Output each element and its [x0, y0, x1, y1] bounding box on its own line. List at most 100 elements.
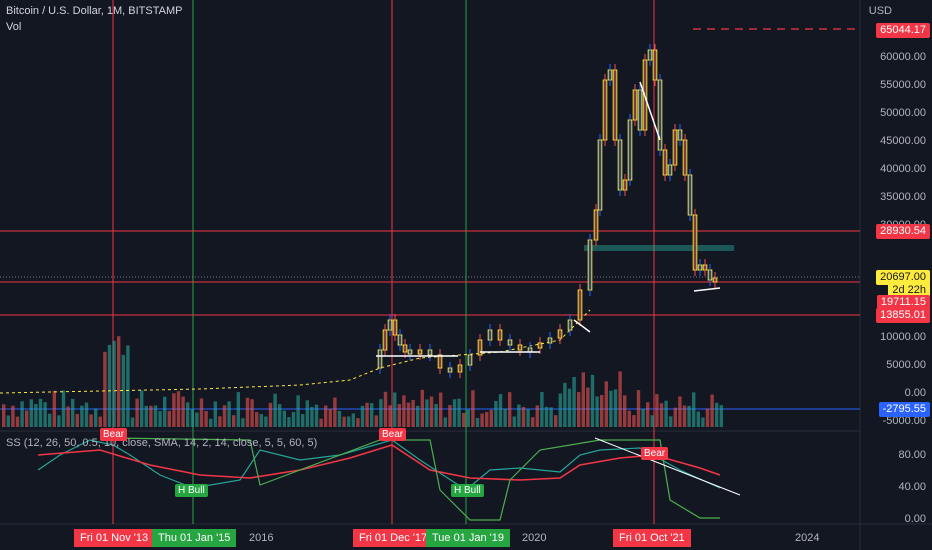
time-badge-bear-2013: Fri 01 Nov '13 [74, 529, 155, 547]
volume-bar [567, 388, 572, 427]
price-badge-13855: 13855.01 [876, 308, 930, 323]
trend-line [573, 319, 591, 333]
volume-bar [273, 393, 277, 427]
volume-bar [163, 396, 167, 427]
volume-bar [374, 415, 378, 427]
volume-bar [673, 407, 677, 427]
volume-bar [485, 412, 489, 427]
volume-bar [439, 392, 443, 427]
volume-bar [236, 392, 240, 427]
volume-bar [531, 417, 535, 427]
volume-bar [549, 407, 553, 427]
volume-bar [480, 413, 484, 427]
price-tick: 35000.00 [880, 191, 926, 203]
volume-bar [181, 396, 185, 427]
volume-bar [719, 405, 723, 427]
volume-bar [402, 395, 406, 427]
volume-bar [213, 401, 217, 427]
volume-bar [135, 398, 139, 427]
signal-bear: Bear [100, 428, 128, 441]
volume-bar [29, 399, 33, 427]
volume-bar [498, 394, 503, 427]
volume-bar [618, 371, 622, 427]
ss-line [37, 439, 721, 491]
volume-bar [6, 415, 10, 427]
volume-bar [535, 405, 539, 427]
trend-line [639, 81, 661, 141]
volume-bar [420, 389, 424, 427]
volume-bar [687, 405, 691, 427]
volume-bar [692, 392, 696, 427]
volume-bar [696, 411, 700, 427]
price-tick: 60000.00 [880, 51, 926, 63]
osc-tick: 80.00 [898, 449, 926, 461]
volume-bar [388, 405, 392, 427]
volume-bar [195, 412, 199, 427]
volume-bar [429, 396, 434, 427]
volume-bar [259, 413, 263, 427]
volume-bar [609, 390, 613, 427]
volume-bar [52, 390, 56, 427]
price-tick: -5000.00 [882, 415, 926, 427]
volume-bar [66, 406, 70, 427]
volume-bar [11, 405, 15, 427]
volume-bar [278, 404, 282, 427]
price-tick: 0.00 [904, 387, 926, 399]
volume-bar [406, 402, 411, 427]
volume-bar [333, 397, 337, 427]
volume-bar [457, 398, 461, 427]
volume-bar [61, 390, 66, 427]
volume-bar [121, 354, 125, 427]
time-tick: 2016 [249, 532, 274, 544]
volume-bar [678, 396, 682, 427]
volume-bar [623, 395, 627, 427]
volume-bar [526, 409, 530, 427]
volume-bar [471, 390, 475, 427]
volume-bar [218, 416, 222, 427]
volume-bar [140, 390, 144, 427]
volume-bar [89, 414, 93, 427]
volume-bar [475, 417, 480, 427]
volume-bar [342, 416, 346, 427]
volume-bar [613, 389, 618, 427]
volume-bar [337, 410, 342, 427]
volume-bar [600, 394, 604, 427]
volume-bar [508, 392, 512, 427]
volume-bar [715, 402, 719, 427]
volume-bar [365, 402, 369, 427]
price-tick: 5000.00 [886, 359, 926, 371]
volume-bar [701, 417, 705, 427]
volume-bar [636, 390, 641, 427]
volume-bar [227, 401, 231, 427]
volume-bar [558, 393, 562, 427]
volume-bar [554, 415, 558, 427]
volume-bar [305, 400, 309, 427]
signal-h-bull: H Bull [175, 484, 208, 497]
volume-bar [296, 395, 300, 427]
price-tick: 50000.00 [880, 107, 926, 119]
volume-bar [71, 398, 75, 427]
volume-bar [38, 398, 43, 427]
volume-bar [370, 403, 374, 427]
volume-bar [641, 408, 645, 427]
symbol-title: Bitcoin / U.S. Dollar, 1M, BITSTAMP [6, 5, 183, 17]
volume-bar [572, 377, 576, 427]
volume-bar [356, 418, 360, 427]
volume-bar [705, 408, 710, 427]
price-tick: 45000.00 [880, 135, 926, 147]
volume-bar [434, 403, 438, 427]
osc-tick: 40.00 [898, 481, 926, 493]
volume-bar [57, 415, 61, 427]
zone-box [584, 245, 734, 251]
price-badge-19711: 19711.15 [876, 295, 930, 310]
volume-bar [291, 412, 296, 427]
volume-bar [241, 418, 245, 427]
volume-bar [521, 406, 526, 427]
volume-bar [176, 391, 181, 427]
volume-bar [655, 394, 659, 427]
volume-bar [581, 372, 585, 427]
volume-bar [190, 409, 194, 427]
volume-bar [144, 405, 148, 427]
indicator-title: SS (12, 26, 50, 0.5, 10, close, SMA, 14,… [6, 437, 318, 449]
